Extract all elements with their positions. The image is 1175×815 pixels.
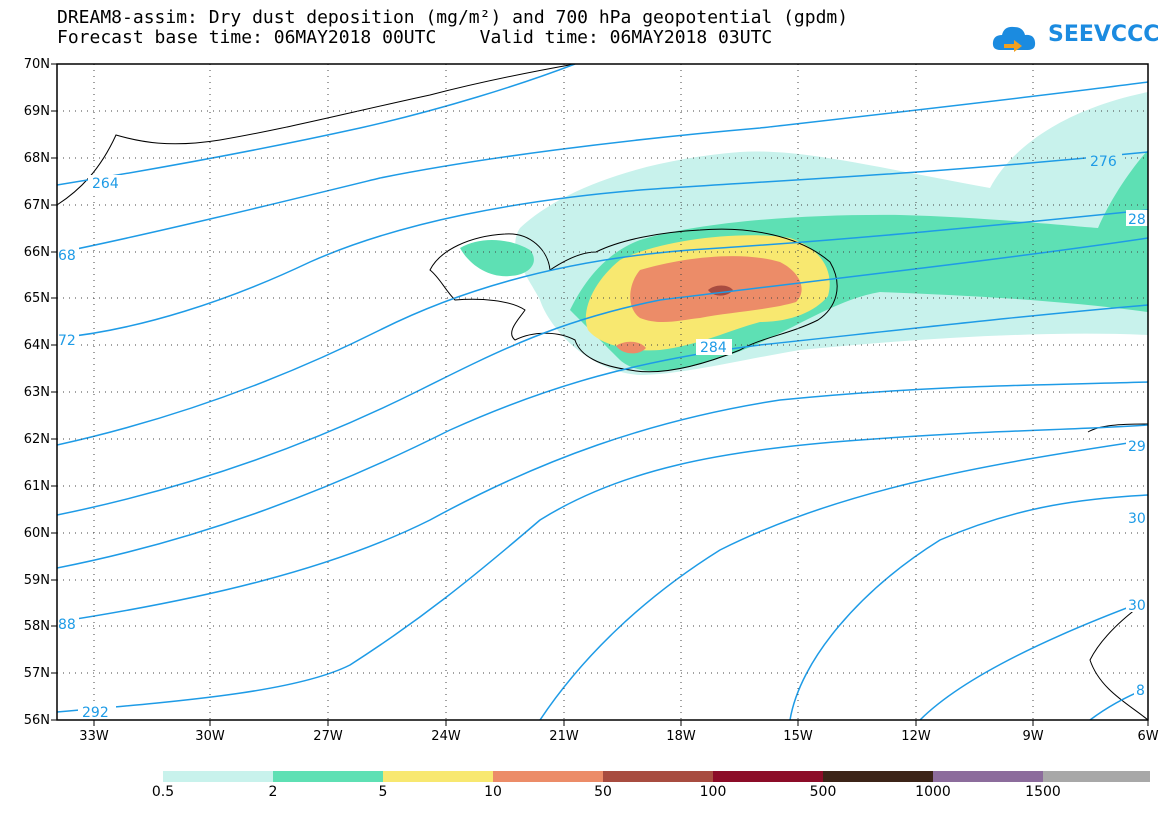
- lon-label: 33W: [79, 729, 109, 744]
- lat-label: 64N: [23, 338, 50, 353]
- legend-swatch: [713, 771, 823, 782]
- contour-label: 88: [58, 617, 76, 633]
- legend-label: 1500: [1025, 784, 1061, 800]
- contour-292: [57, 424, 1148, 713]
- contour-label: 276: [1090, 154, 1117, 170]
- contour-label: 30: [1128, 511, 1146, 527]
- lat-label: 65N: [23, 291, 50, 306]
- contour-304: [919, 599, 1148, 720]
- lon-label: 21W: [549, 729, 579, 744]
- legend-label: 2: [268, 784, 278, 800]
- dust-band-2-west: [460, 239, 534, 277]
- legend-label: 1000: [915, 784, 951, 800]
- dust-band-10-south: [616, 341, 646, 354]
- legend-swatch: [383, 771, 493, 782]
- lat-label: 67N: [23, 198, 50, 213]
- legend-swatch: [163, 771, 273, 782]
- legend-label: 0.5: [151, 784, 175, 800]
- lon-label: 12W: [901, 729, 931, 744]
- lat-label: 60N: [23, 526, 50, 541]
- legend-swatch: [1043, 771, 1150, 782]
- contour-label: 68: [58, 248, 76, 264]
- legend-label: 5: [378, 784, 388, 800]
- legend-label: 50: [594, 784, 612, 800]
- map-subtitle-times: Forecast base time: 06MAY2018 00UTC Vali…: [57, 27, 773, 48]
- lat-label: 56N: [23, 713, 50, 728]
- lon-label: 6W: [1137, 729, 1159, 744]
- contour-label: 292: [82, 705, 109, 721]
- contour-272: [57, 151, 1148, 339]
- greenland-coastline: [57, 64, 576, 206]
- legend-label: 10: [484, 784, 502, 800]
- lat-label: 62N: [23, 432, 50, 447]
- lat-label: 61N: [23, 479, 50, 494]
- contour-276: [57, 209, 1148, 446]
- lon-label: 9W: [1022, 729, 1044, 744]
- legend-swatch: [823, 771, 933, 782]
- contour-280: [57, 237, 1148, 516]
- contour-264: [57, 64, 576, 186]
- lat-label: 70N: [23, 57, 50, 72]
- legend-swatch: [933, 771, 1043, 782]
- faroe-norway-coast: [1087, 423, 1148, 720]
- legend-swatch: [273, 771, 383, 782]
- lat-label: 68N: [23, 151, 50, 166]
- lon-label: 24W: [431, 729, 461, 744]
- cloud-icon: [992, 26, 1036, 52]
- contour-label: 264: [92, 176, 119, 192]
- contour-label: 28: [1128, 212, 1146, 228]
- contour-label: 29: [1128, 439, 1146, 455]
- legend-label: 500: [809, 784, 837, 800]
- contour-label: 30: [1128, 598, 1146, 614]
- lon-label: 18W: [666, 729, 696, 744]
- lon-label: 30W: [195, 729, 225, 744]
- lat-label: 57N: [23, 666, 50, 681]
- legend-swatch: [493, 771, 603, 782]
- lat-label: 63N: [23, 385, 50, 400]
- contour-label: 8: [1136, 683, 1145, 699]
- seevccc-logo-text: SEEVCCC: [1048, 22, 1160, 47]
- contour-label: 284: [700, 340, 727, 356]
- lat-label: 66N: [23, 245, 50, 260]
- contour-288: [57, 381, 1148, 623]
- contour-268: [57, 81, 1148, 254]
- lon-label: 15W: [783, 729, 813, 744]
- contour-label: 72: [58, 333, 76, 349]
- map-title: DREAM8-assim: Dry dust deposition (mg/m²…: [57, 7, 849, 28]
- lat-label: 69N: [23, 104, 50, 119]
- legend-label: 100: [699, 784, 727, 800]
- iceland-coastline: [429, 228, 838, 373]
- contour-296: [539, 439, 1148, 720]
- lat-label: 58N: [23, 619, 50, 634]
- lon-label: 27W: [313, 729, 343, 744]
- lat-label: 59N: [23, 573, 50, 588]
- contour-284: [57, 304, 1148, 569]
- legend-swatch: [603, 771, 713, 782]
- contour-300: [789, 494, 1148, 720]
